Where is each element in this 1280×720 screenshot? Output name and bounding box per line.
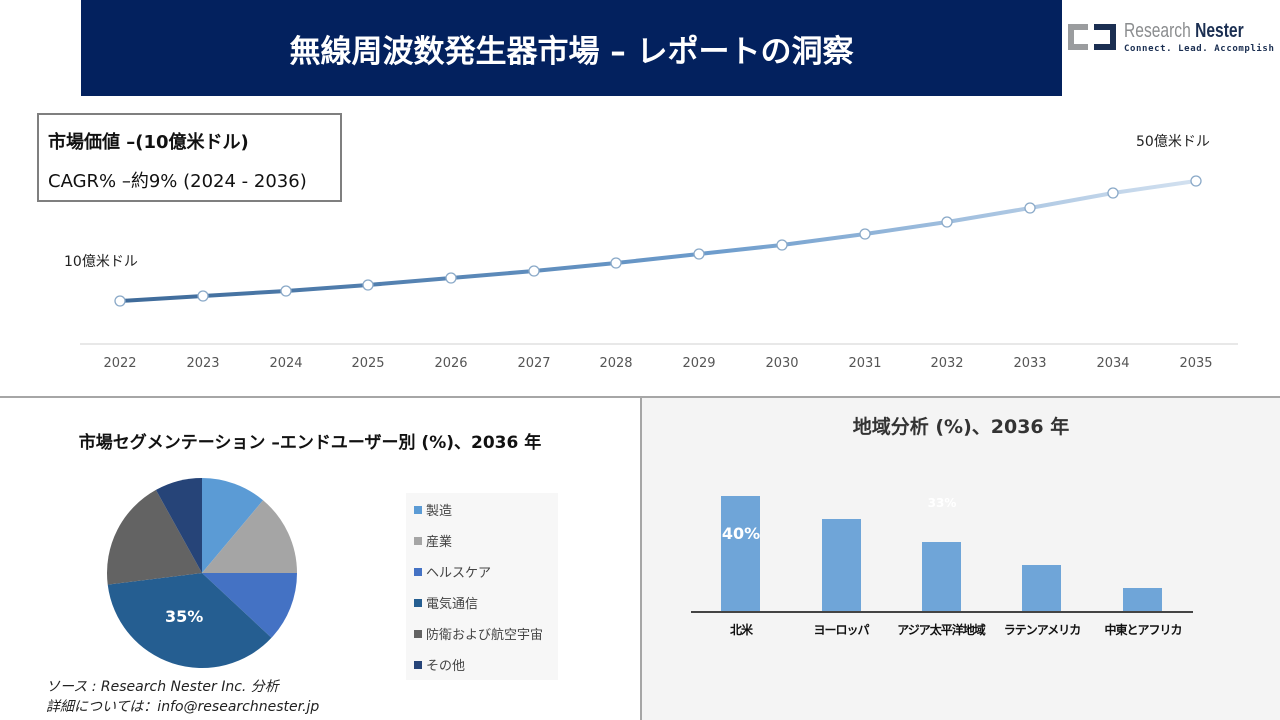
bar-category-label: アジア太平洋地域: [897, 623, 986, 637]
legend-item: その他: [414, 655, 465, 674]
x-tick: 2027: [517, 356, 551, 371]
legend-swatch-icon: [414, 505, 422, 514]
legend-swatch-icon: [414, 660, 422, 669]
legend-item: 電気通信: [414, 593, 478, 612]
bar-north-america: [721, 496, 760, 611]
contact-text: 詳細については：info@researchnester.jp: [46, 699, 320, 715]
kpi-box: 市場価値 –(10億米ドル) CAGR% –約9% (2024 - 2036): [37, 113, 342, 202]
legend-item: 防衛および航空宇宙: [414, 624, 543, 643]
x-tick: 2035: [1179, 356, 1213, 371]
page-title: 無線周波数発生器市場 – レポートの洞察: [289, 33, 854, 70]
legend-swatch-icon: [414, 536, 422, 545]
research-nester-logo: Research Nester Connect. Lead. Accomplis…: [1064, 18, 1280, 58]
x-tick: 2029: [682, 356, 716, 371]
x-tick: 2031: [848, 356, 882, 371]
bar-asia-pacific: [922, 542, 961, 611]
x-tick: 2025: [351, 356, 385, 371]
bar-latin-america: [1022, 565, 1061, 611]
bar-value-label: 40%: [721, 524, 761, 543]
bar-middle-east-africa: [1123, 588, 1162, 611]
x-tick: 2022: [103, 356, 137, 371]
start-value-label: 10億米ドル: [64, 254, 138, 270]
end-user-pie-chart: [105, 476, 299, 670]
logo-wordmark: Research Nester: [1124, 20, 1244, 42]
segmentation-title: 市場セグメンテーション –エンドユーザー別 (%)、2036 年: [78, 433, 542, 453]
x-tick: 2032: [930, 356, 964, 371]
legend-swatch-icon: [414, 567, 422, 576]
x-tick: 2028: [599, 356, 633, 371]
legend-item: 製造: [414, 500, 452, 519]
x-tick: 2034: [1096, 356, 1130, 371]
pie-slice-label: 35%: [165, 607, 204, 626]
market-value-line-chart: 10億米ドル 50億米ドル 2022 2023 2024 2025 2026 2…: [0, 100, 1280, 390]
source-text: ソース : Research Nester Inc. 分析: [46, 679, 279, 695]
legend-swatch-icon: [414, 598, 422, 607]
bar-category-label: ヨーロッパ: [813, 623, 869, 637]
bar-category-label: 北米: [729, 623, 753, 637]
bar-europe: [822, 519, 861, 611]
logo-tagline: Connect. Lead. Accomplish: [1124, 44, 1275, 54]
regional-title: 地域分析 (%)、2036 年: [852, 416, 1070, 438]
x-tick: 2033: [1013, 356, 1047, 371]
bar-category-label: 中東とアフリカ: [1104, 623, 1182, 637]
pie-legend: 製造 産業 ヘルスケア 電気通信 防衛および航空宇宙 その他: [406, 493, 558, 680]
source-note: ソース : Research Nester Inc. 分析 詳細については：in…: [46, 677, 319, 717]
line-chart-canvas: [80, 175, 1238, 345]
pie-canvas: [107, 478, 297, 668]
legend-item: 産業: [414, 531, 452, 550]
market-value-label: 市場価値 –(10億米ドル): [48, 132, 249, 153]
logo-mark-icon: [1068, 24, 1116, 50]
header-banner: 無線周波数発生器市場 – レポートの洞察: [81, 0, 1062, 96]
legend-swatch-icon: [414, 629, 422, 638]
end-value-label: 50億米ドル: [1136, 134, 1210, 150]
x-tick: 2030: [765, 356, 799, 371]
bar-x-axis: [691, 611, 1193, 613]
bar-category-label: ラテンアメリカ: [1003, 623, 1081, 637]
x-tick: 2026: [434, 356, 468, 371]
section-divider-vertical: [640, 397, 642, 720]
x-tick: 2023: [186, 356, 220, 371]
cagr-label: CAGR% –約9% (2024 - 2036): [48, 171, 307, 192]
legend-item: ヘルスケア: [414, 562, 491, 581]
x-tick: 2024: [269, 356, 303, 371]
bar-value-label: 33%: [927, 496, 957, 510]
